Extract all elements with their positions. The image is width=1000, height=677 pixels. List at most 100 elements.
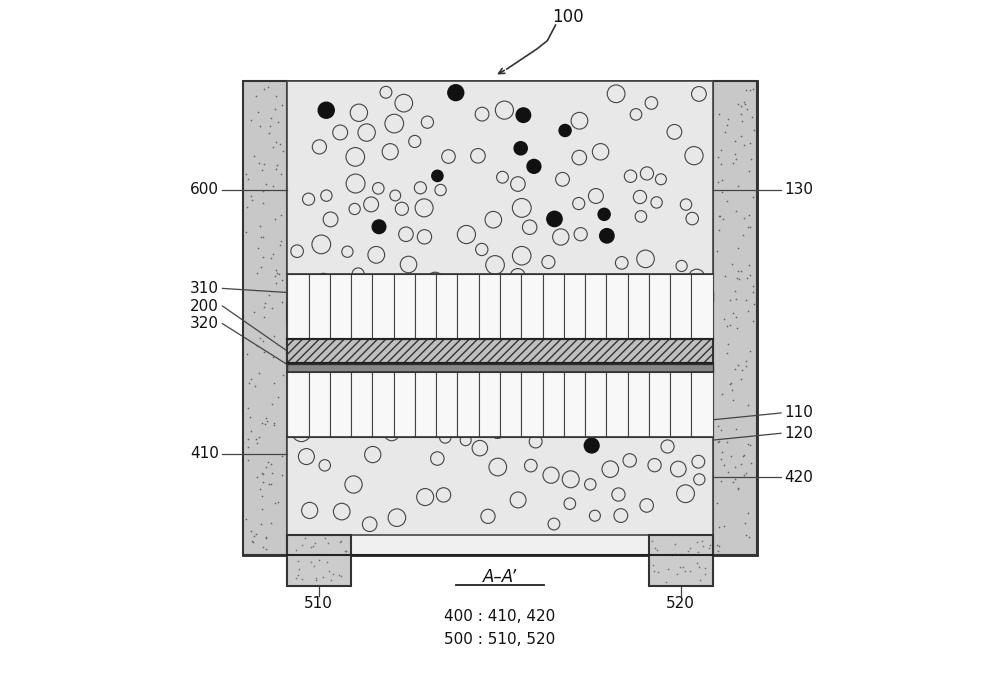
Text: 120: 120: [784, 426, 813, 441]
Point: [713, 424, 729, 435]
Point: [728, 312, 744, 323]
Point: [727, 149, 743, 160]
Point: [260, 82, 276, 93]
Point: [733, 131, 749, 141]
Point: [308, 574, 324, 585]
Bar: [564, 274, 585, 338]
Point: [667, 539, 683, 550]
Point: [742, 221, 758, 232]
Point: [252, 332, 268, 343]
Point: [677, 566, 693, 577]
Point: [243, 526, 259, 537]
Point: [729, 322, 745, 333]
Bar: [351, 274, 372, 338]
Point: [738, 468, 754, 479]
Circle shape: [405, 364, 424, 382]
Point: [331, 569, 347, 580]
Circle shape: [600, 229, 614, 243]
Point: [719, 348, 735, 359]
Point: [743, 458, 759, 469]
Point: [716, 521, 732, 531]
Circle shape: [418, 339, 430, 352]
Circle shape: [441, 409, 459, 427]
Point: [254, 417, 270, 428]
Point: [738, 361, 754, 372]
Bar: [713, 81, 757, 555]
Point: [730, 359, 746, 370]
Point: [730, 98, 746, 109]
Point: [701, 542, 717, 553]
Point: [716, 460, 732, 471]
Point: [315, 571, 331, 582]
Point: [728, 154, 744, 165]
Bar: [500, 372, 521, 437]
Point: [268, 278, 284, 288]
Point: [740, 222, 756, 233]
Point: [714, 389, 730, 399]
Bar: [287, 372, 713, 437]
Circle shape: [559, 125, 571, 137]
Text: 400 : 410, 420: 400 : 410, 420: [444, 609, 556, 624]
Point: [736, 139, 752, 150]
Point: [268, 264, 284, 275]
Point: [741, 166, 757, 177]
Point: [250, 106, 266, 117]
Circle shape: [354, 390, 368, 403]
Point: [244, 536, 260, 546]
Bar: [309, 372, 330, 437]
Point: [709, 245, 725, 256]
Point: [742, 137, 758, 148]
Bar: [670, 274, 691, 338]
Point: [255, 232, 271, 243]
Bar: [287, 364, 713, 372]
Point: [691, 562, 707, 573]
Point: [255, 336, 271, 347]
Point: [265, 249, 281, 260]
Point: [713, 145, 729, 156]
Point: [320, 538, 336, 548]
Point: [269, 268, 285, 279]
Point: [719, 321, 735, 332]
Point: [649, 544, 665, 555]
Bar: [372, 372, 394, 437]
Point: [268, 91, 284, 102]
Point: [274, 470, 290, 481]
Point: [258, 179, 274, 190]
Circle shape: [381, 368, 399, 385]
Point: [338, 545, 354, 556]
Point: [264, 468, 280, 479]
Point: [695, 541, 711, 552]
Point: [248, 90, 264, 101]
Point: [242, 412, 258, 422]
Point: [733, 458, 749, 469]
Text: 510: 510: [304, 596, 333, 611]
Point: [694, 536, 710, 546]
Point: [265, 181, 281, 192]
Point: [275, 370, 291, 380]
Bar: [394, 274, 415, 338]
Point: [272, 138, 288, 149]
Point: [709, 498, 725, 508]
Point: [290, 555, 306, 566]
Point: [258, 462, 274, 473]
Point: [730, 483, 746, 494]
Point: [730, 181, 746, 192]
Bar: [372, 274, 394, 338]
Point: [251, 431, 267, 442]
Text: 500 : 510, 520: 500 : 510, 520: [444, 632, 556, 647]
Point: [711, 521, 727, 532]
Point: [736, 470, 752, 481]
Bar: [287, 274, 309, 338]
Point: [727, 135, 743, 146]
Point: [658, 577, 674, 588]
Point: [290, 570, 306, 581]
Point: [263, 459, 279, 470]
Point: [727, 462, 743, 473]
Point: [256, 84, 272, 95]
Point: [274, 450, 290, 461]
Point: [719, 437, 735, 447]
Point: [711, 211, 727, 221]
Point: [239, 348, 255, 359]
Point: [294, 540, 310, 550]
Point: [742, 440, 758, 451]
